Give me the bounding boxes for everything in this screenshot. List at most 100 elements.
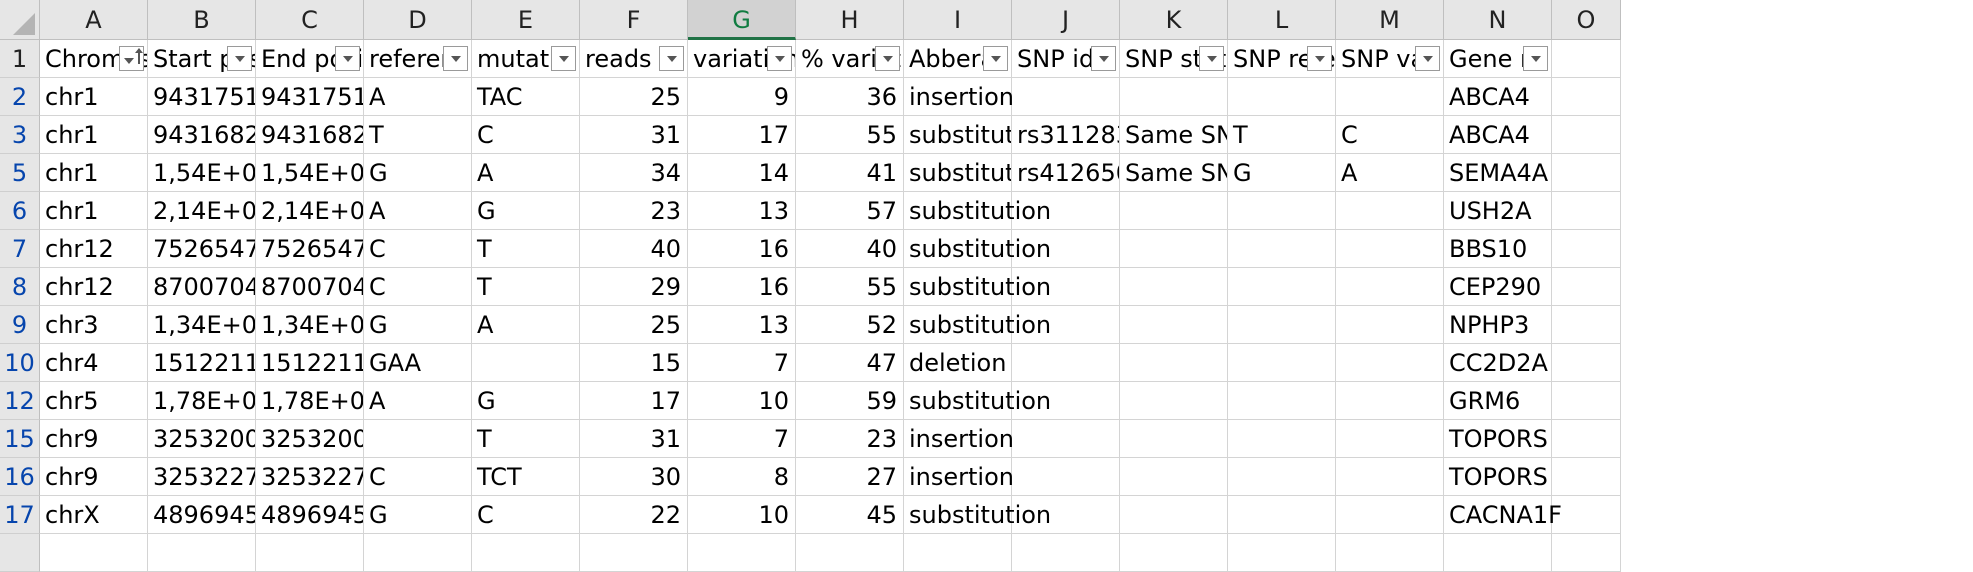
cell-f[interactable]: 25 (580, 78, 688, 116)
cell-d[interactable]: A (364, 192, 472, 230)
cell-f[interactable]: 25 (580, 306, 688, 344)
cell-i[interactable]: insertion (904, 420, 1014, 458)
cell-a[interactable]: chr12 (40, 268, 148, 306)
cell-f[interactable]: 15 (580, 344, 688, 382)
cell-m[interactable] (1336, 420, 1444, 458)
cell-l[interactable] (1228, 496, 1336, 534)
cell-f[interactable]: 31 (580, 116, 688, 154)
cell-g[interactable]: 8 (688, 458, 796, 496)
cell-b[interactable]: 48969453 (148, 496, 256, 534)
cell-i[interactable]: insertion (904, 78, 1014, 116)
cell-m[interactable] (1336, 78, 1444, 116)
cell-b[interactable]: 1,54E+08 (148, 154, 256, 192)
cell-b[interactable]: 94317512 (148, 78, 256, 116)
cell-n[interactable]: TOPORS (1444, 458, 1552, 496)
cell-k[interactable] (1120, 382, 1228, 420)
cell-n[interactable]: ABCA4 (1444, 78, 1552, 116)
column-header-m[interactable]: M (1336, 0, 1444, 40)
cell-h[interactable]: 27 (796, 458, 904, 496)
cell-i[interactable] (904, 534, 1012, 572)
cell-o[interactable] (1552, 420, 1621, 458)
cell-j[interactable]: rs3112831 (1012, 116, 1120, 154)
row-header[interactable]: 15 (0, 420, 40, 458)
cell-j[interactable] (1012, 344, 1120, 382)
row-header[interactable]: 17 (0, 496, 40, 534)
cell-d[interactable] (364, 534, 472, 572)
cell-h[interactable]: 55 (796, 116, 904, 154)
filter-dropdown-icon[interactable] (551, 46, 576, 71)
cell-m[interactable]: A (1336, 154, 1444, 192)
cell-l[interactable] (1228, 306, 1336, 344)
cell-g[interactable]: 16 (688, 268, 796, 306)
cell-m[interactable] (1336, 458, 1444, 496)
cell-f[interactable]: 17 (580, 382, 688, 420)
cell-o[interactable] (1552, 458, 1621, 496)
column-header-l[interactable]: L (1228, 0, 1336, 40)
row-header[interactable]: 6 (0, 192, 40, 230)
cell-l[interactable]: T (1228, 116, 1336, 154)
filter-dropdown-icon[interactable] (659, 46, 684, 71)
cell-g[interactable] (688, 534, 796, 572)
filter-dropdown-icon[interactable] (875, 46, 900, 71)
cell-o[interactable] (1552, 534, 1621, 572)
cell-d[interactable]: GAA (364, 344, 472, 382)
filter-dropdown-icon[interactable] (443, 46, 468, 71)
cell-o[interactable] (1552, 192, 1621, 230)
cell-c[interactable]: 2,14E+08 (256, 192, 364, 230)
row-header[interactable]: 7 (0, 230, 40, 268)
cell-a[interactable]: chr1 (40, 116, 148, 154)
column-header-i[interactable]: I (904, 0, 1012, 40)
cell-l[interactable] (1228, 268, 1336, 306)
cell-b[interactable]: 1,34E+08 (148, 306, 256, 344)
cell-n[interactable]: SEMA4A (1444, 154, 1552, 192)
cell-c[interactable]: 32532275 (256, 458, 364, 496)
cell-k[interactable]: Same SNP (1120, 116, 1228, 154)
cell-g[interactable]: 16 (688, 230, 796, 268)
row-header[interactable]: 16 (0, 458, 40, 496)
cell-g[interactable]: 10 (688, 382, 796, 420)
cell-c[interactable] (256, 534, 364, 572)
cell-c[interactable]: 32532009 (256, 420, 364, 458)
column-header-f[interactable]: F (580, 0, 688, 40)
cell-m[interactable] (1336, 306, 1444, 344)
cell-d[interactable]: A (364, 78, 472, 116)
cell-o[interactable] (1552, 154, 1621, 192)
cell-g[interactable]: 17 (688, 116, 796, 154)
filter-dropdown-icon[interactable] (227, 46, 252, 71)
cell-a[interactable] (40, 534, 148, 572)
cell-d[interactable]: A (364, 382, 472, 420)
column-header-b[interactable]: B (148, 0, 256, 40)
cell-k[interactable]: Same SNP (1120, 154, 1228, 192)
cell-j[interactable] (1012, 382, 1120, 420)
cell-n[interactable]: BBS10 (1444, 230, 1552, 268)
cell-i[interactable]: substitution (904, 154, 1012, 192)
filter-dropdown-icon[interactable] (1199, 46, 1224, 71)
cell-n[interactable]: CACNA1F (1444, 496, 1562, 534)
cell-b[interactable]: 15122112 (148, 344, 256, 382)
cell-e[interactable]: C (472, 116, 580, 154)
cell-h[interactable]: 57 (796, 192, 904, 230)
cell-a[interactable]: chr4 (40, 344, 148, 382)
cell-c[interactable]: 48969453 (256, 496, 364, 534)
cell-j[interactable] (1012, 458, 1120, 496)
cell-n[interactable]: ABCA4 (1444, 116, 1552, 154)
cell-d[interactable]: G (364, 154, 472, 192)
cell-l[interactable] (1228, 344, 1336, 382)
row-header[interactable]: 10 (0, 344, 40, 382)
cell-g[interactable]: 9 (688, 78, 796, 116)
cell-n[interactable]: NPHP3 (1444, 306, 1552, 344)
cell-k[interactable] (1120, 420, 1228, 458)
cell-c[interactable]: 1,34E+08 (256, 306, 364, 344)
cell-n[interactable]: CC2D2A (1444, 344, 1552, 382)
cell-n[interactable]: CEP290 (1444, 268, 1552, 306)
cell-i[interactable]: substitution (904, 306, 1051, 344)
cell-i[interactable]: insertion (904, 458, 1014, 496)
cell-c[interactable]: 1,54E+08 (256, 154, 364, 192)
cell-o[interactable] (1552, 78, 1621, 116)
cell-b[interactable]: 2,14E+08 (148, 192, 256, 230)
cell-d[interactable]: C (364, 458, 472, 496)
cell-c[interactable]: 75265472 (256, 230, 364, 268)
cell-k[interactable] (1120, 306, 1228, 344)
header-cell-j[interactable]: SNP id (1012, 40, 1120, 78)
cell-l[interactable]: G (1228, 154, 1336, 192)
